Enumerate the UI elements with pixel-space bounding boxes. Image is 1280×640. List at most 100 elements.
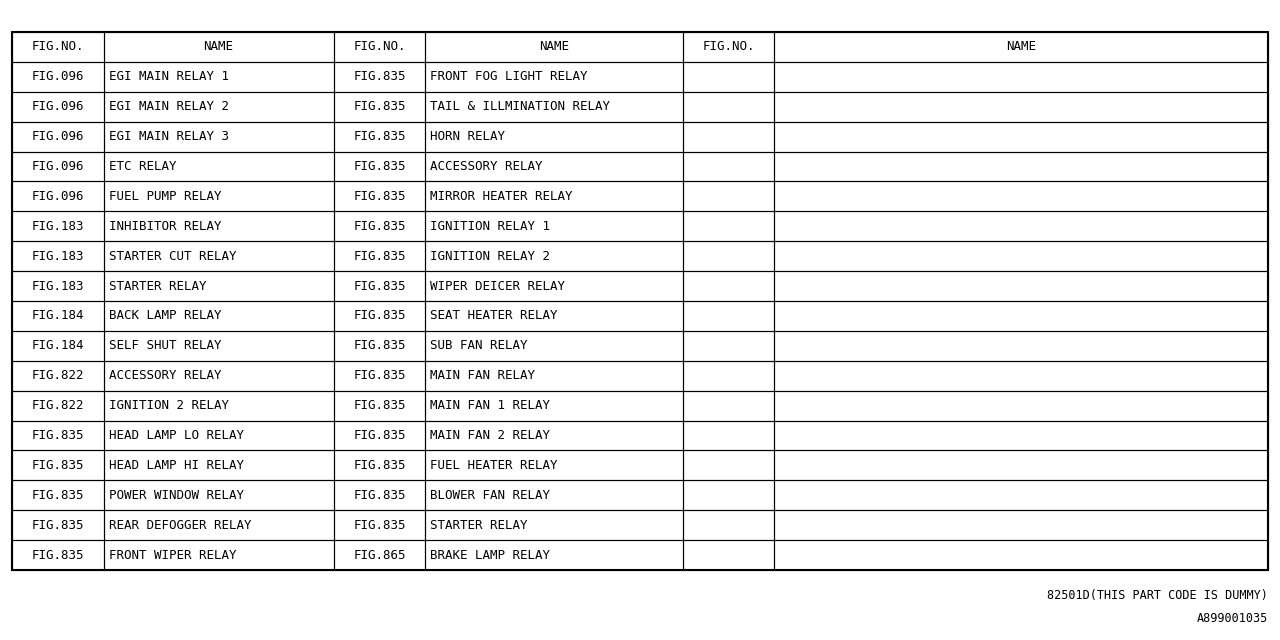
Bar [334, 241, 425, 271]
Bar [104, 510, 334, 540]
Bar [104, 390, 334, 420]
Text: FIG.835: FIG.835 [353, 369, 406, 382]
Bar [682, 241, 774, 271]
Text: FIG.835: FIG.835 [353, 250, 406, 262]
Bar [334, 420, 425, 451]
Bar [12, 420, 104, 451]
Text: FIG.835: FIG.835 [353, 399, 406, 412]
Bar [682, 211, 774, 241]
Bar [682, 301, 774, 331]
Bar [425, 361, 682, 390]
Bar [12, 331, 104, 361]
Text: FRONT WIPER RELAY: FRONT WIPER RELAY [109, 548, 237, 561]
Text: FIG.096: FIG.096 [32, 130, 84, 143]
Bar [774, 481, 1268, 510]
Bar [682, 152, 774, 182]
Text: ETC RELAY: ETC RELAY [109, 160, 177, 173]
Bar [425, 241, 682, 271]
Bar [12, 540, 104, 570]
Bar [682, 510, 774, 540]
Text: FIG.096: FIG.096 [32, 160, 84, 173]
Bar [774, 241, 1268, 271]
Bar [12, 390, 104, 420]
Bar [774, 182, 1268, 211]
Bar [774, 390, 1268, 420]
Text: WIPER DEICER RELAY: WIPER DEICER RELAY [430, 280, 566, 292]
Bar [12, 122, 104, 152]
Bar [12, 62, 104, 92]
Bar [425, 301, 682, 331]
Bar [425, 182, 682, 211]
Text: FIG.835: FIG.835 [353, 160, 406, 173]
Bar [334, 211, 425, 241]
Text: 82501D(THIS PART CODE IS DUMMY): 82501D(THIS PART CODE IS DUMMY) [1047, 589, 1268, 602]
Text: SEAT HEATER RELAY: SEAT HEATER RELAY [430, 310, 558, 323]
Bar [12, 301, 104, 331]
Text: MIRROR HEATER RELAY: MIRROR HEATER RELAY [430, 190, 572, 203]
Bar [104, 122, 334, 152]
Text: STARTER CUT RELAY: STARTER CUT RELAY [109, 250, 237, 262]
Bar [682, 62, 774, 92]
Bar [425, 331, 682, 361]
Bar [334, 62, 425, 92]
Bar [774, 62, 1268, 92]
Bar [425, 390, 682, 420]
Bar [104, 331, 334, 361]
Text: FUEL PUMP RELAY: FUEL PUMP RELAY [109, 190, 221, 203]
Bar [104, 92, 334, 122]
Text: FIG.835: FIG.835 [32, 489, 84, 502]
Bar [104, 361, 334, 390]
Text: FIG.835: FIG.835 [353, 518, 406, 532]
Bar [12, 32, 1268, 570]
Bar [104, 301, 334, 331]
Bar [774, 451, 1268, 481]
Text: POWER WINDOW RELAY: POWER WINDOW RELAY [109, 489, 243, 502]
Text: HEAD LAMP HI RELAY: HEAD LAMP HI RELAY [109, 459, 243, 472]
Text: FIG.184: FIG.184 [32, 339, 84, 353]
Bar [334, 451, 425, 481]
Bar [334, 122, 425, 152]
Text: STARTER RELAY: STARTER RELAY [430, 518, 527, 532]
Text: FIG.835: FIG.835 [353, 489, 406, 502]
Text: ACCESSORY RELAY: ACCESSORY RELAY [109, 369, 221, 382]
Text: FIG.NO.: FIG.NO. [353, 40, 406, 54]
Text: FIG.822: FIG.822 [32, 399, 84, 412]
Text: MAIN FAN 2 RELAY: MAIN FAN 2 RELAY [430, 429, 550, 442]
Text: MAIN FAN 1 RELAY: MAIN FAN 1 RELAY [430, 399, 550, 412]
Bar [425, 211, 682, 241]
Bar [334, 540, 425, 570]
Bar [104, 420, 334, 451]
Bar [104, 451, 334, 481]
Bar [774, 301, 1268, 331]
Text: FRONT FOG LIGHT RELAY: FRONT FOG LIGHT RELAY [430, 70, 588, 83]
Bar [12, 241, 104, 271]
Text: FIG.835: FIG.835 [32, 518, 84, 532]
Bar [12, 361, 104, 390]
Bar [104, 62, 334, 92]
Text: SUB FAN RELAY: SUB FAN RELAY [430, 339, 527, 353]
Text: FIG.835: FIG.835 [353, 429, 406, 442]
Bar [334, 481, 425, 510]
Bar [425, 481, 682, 510]
Text: EGI MAIN RELAY 3: EGI MAIN RELAY 3 [109, 130, 229, 143]
Text: FIG.096: FIG.096 [32, 190, 84, 203]
Bar [682, 451, 774, 481]
Bar [334, 390, 425, 420]
Text: FIG.835: FIG.835 [353, 190, 406, 203]
Bar [334, 510, 425, 540]
Text: HEAD LAMP LO RELAY: HEAD LAMP LO RELAY [109, 429, 243, 442]
Bar [425, 92, 682, 122]
Text: REAR DEFOGGER RELAY: REAR DEFOGGER RELAY [109, 518, 251, 532]
Bar [682, 390, 774, 420]
Bar [774, 152, 1268, 182]
Bar [682, 481, 774, 510]
Text: FIG.835: FIG.835 [32, 429, 84, 442]
Bar [12, 32, 104, 62]
Bar [425, 510, 682, 540]
Text: IGNITION 2 RELAY: IGNITION 2 RELAY [109, 399, 229, 412]
Bar [12, 211, 104, 241]
Bar [682, 331, 774, 361]
Bar [682, 122, 774, 152]
Bar [12, 152, 104, 182]
Bar [682, 420, 774, 451]
